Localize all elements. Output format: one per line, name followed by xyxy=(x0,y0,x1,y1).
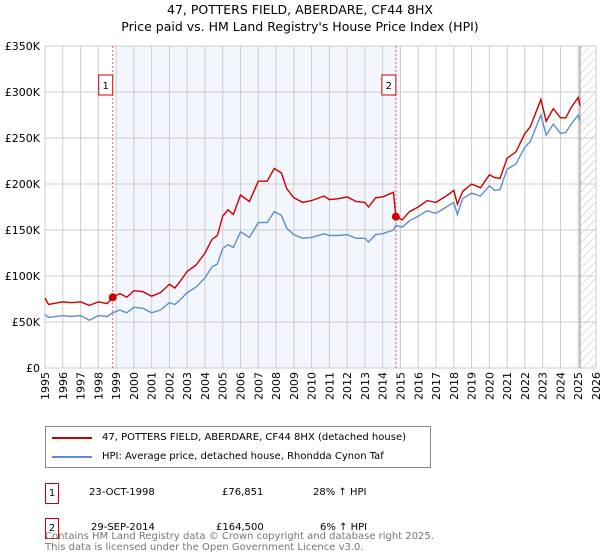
x-tick-label: 2023 xyxy=(537,372,550,400)
x-tick-label: 1999 xyxy=(110,372,123,400)
hpi-line xyxy=(44,112,581,321)
y-tick-label: £200K xyxy=(5,178,41,191)
x-tick-label: 2013 xyxy=(359,372,372,400)
x-tick-label: 2020 xyxy=(483,372,496,400)
x-tick-label: 2006 xyxy=(235,372,248,400)
x-tick-label: 2005 xyxy=(217,372,230,400)
x-tick-label: 2011 xyxy=(323,372,336,400)
x-tick-label: 2014 xyxy=(377,372,390,400)
transaction-hpi: 28% ↑ HPI xyxy=(313,487,367,498)
chart-subtitle: Price paid vs. HM Land Registry's House … xyxy=(121,19,479,34)
x-tick-label: 2026 xyxy=(590,372,600,400)
x-tick-label: 2003 xyxy=(181,372,194,400)
legend-label: 47, POTTERS FIELD, ABERDARE, CF44 8HX (d… xyxy=(102,432,406,443)
footer: Contains HM Land Registry data © Crown c… xyxy=(45,531,434,553)
x-tick-label: 2021 xyxy=(501,372,514,400)
sale-badge xyxy=(381,74,397,96)
x-tick-label: 1997 xyxy=(75,372,88,400)
x-tick-label: 2018 xyxy=(448,372,461,400)
y-tick-label: £300K xyxy=(5,86,41,99)
y-tick-label: £50K xyxy=(12,316,41,329)
sale-badge-label: 1 xyxy=(103,81,109,92)
legend-item-hpi: HPI: Average price, detached house, Rhon… xyxy=(52,451,384,463)
legend-item-property: 47, POTTERS FIELD, ABERDARE, CF44 8HX (d… xyxy=(52,432,406,444)
y-tick-label: £0 xyxy=(26,362,40,375)
transaction-price: £164,500 xyxy=(216,522,264,533)
legend-label: HPI: Average price, detached house, Rhon… xyxy=(102,451,384,462)
transaction-hpi: 6% ↑ HPI xyxy=(320,522,368,533)
transaction-badge: 2 xyxy=(45,518,59,539)
price-paid-line xyxy=(44,95,581,307)
forecast-hatch xyxy=(580,46,596,368)
x-tick-label: 2012 xyxy=(341,372,354,400)
sale-point xyxy=(108,293,117,302)
y-tick-label: £250K xyxy=(5,132,41,145)
y-tick-label: £100K xyxy=(5,270,41,283)
y-tick-label: £350K xyxy=(5,40,41,53)
transaction-date: 23-OCT-1998 xyxy=(89,487,155,498)
y-tick-label: £150K xyxy=(5,224,41,237)
sale-point xyxy=(391,212,400,221)
footer-line: Contains HM Land Registry data © Crown c… xyxy=(45,531,434,542)
sale-badge xyxy=(98,74,114,96)
legend-swatch-red xyxy=(52,437,92,439)
transaction-row: 1 23-OCT-1998 £76,851 28% ↑ HPI xyxy=(45,483,375,504)
x-tick-label: 2010 xyxy=(306,372,319,400)
x-tick-label: 2024 xyxy=(554,372,567,400)
x-tick-label: 2009 xyxy=(288,372,301,400)
x-tick-label: 2015 xyxy=(394,372,407,400)
x-tick-label: 1998 xyxy=(92,372,105,400)
sale-badge-label: 2 xyxy=(386,81,392,92)
transaction-price: £76,851 xyxy=(222,487,264,498)
x-tick-label: 2025 xyxy=(572,372,585,400)
transaction-date: 29-SEP-2014 xyxy=(91,522,155,533)
x-tick-label: 2000 xyxy=(128,372,141,400)
x-tick-label: 2001 xyxy=(146,372,159,400)
plot-area: 1995 1996 1997 1998 1999 2000 2001 2002 2003 2004… xyxy=(5,40,600,400)
x-tick-label: 2019 xyxy=(466,372,479,400)
legend: 47, POTTERS FIELD, ABERDARE, CF44 8HX (d… xyxy=(45,426,431,468)
x-tick-label: 1996 xyxy=(57,372,70,400)
footer-line: This data is licensed under the Open Gov… xyxy=(45,542,364,553)
x-tick-label: 2016 xyxy=(412,372,425,400)
x-tick-label: 2002 xyxy=(163,372,176,400)
transaction-badge: 1 xyxy=(45,483,59,504)
x-tick-label: 1995 xyxy=(39,372,52,400)
x-tick-label: 2017 xyxy=(430,372,443,400)
x-tick-label: 2008 xyxy=(270,372,283,400)
chart-title: 47, POTTERS FIELD, ABERDARE, CF44 8HX xyxy=(167,2,433,17)
x-tick-label: 2007 xyxy=(252,372,265,400)
x-tick-label: 2004 xyxy=(199,372,212,400)
legend-swatch-blue xyxy=(52,456,92,458)
x-tick-label: 2022 xyxy=(519,372,532,400)
transaction-row: 2 29-SEP-2014 £164,500 6% ↑ HPI xyxy=(45,518,375,539)
